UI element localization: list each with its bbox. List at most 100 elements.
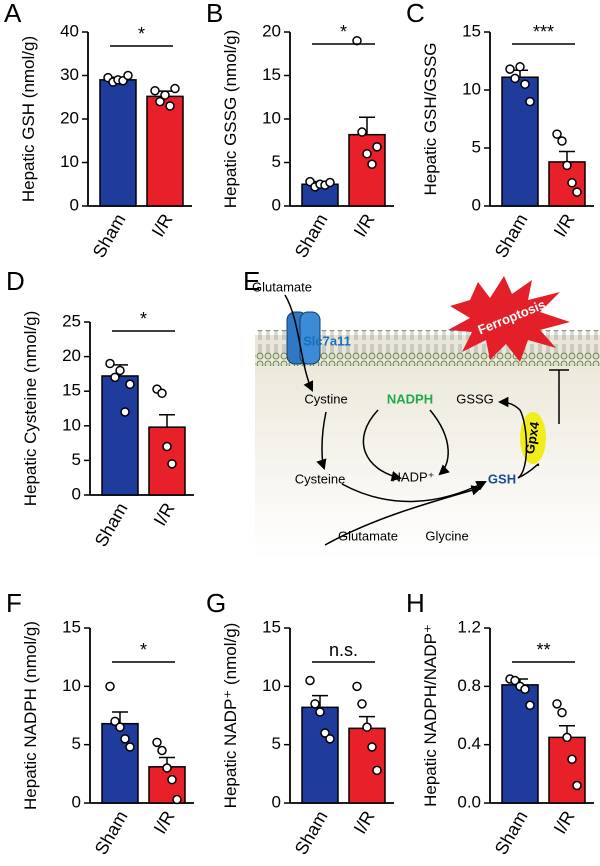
y-tick-label: 0 <box>472 195 481 214</box>
diagram-label: NADPH <box>387 391 433 406</box>
x-tick-label: I/R <box>150 807 179 837</box>
data-point <box>525 96 535 107</box>
data-point <box>562 160 572 171</box>
y-tick-label: 0 <box>72 484 81 503</box>
diagram-label: Glutamate <box>252 279 312 294</box>
data-point <box>572 780 582 791</box>
y-tick-label: 5 <box>72 734 81 753</box>
data-point <box>572 187 582 197</box>
diagram-label: Cystine <box>304 391 347 406</box>
y-tick-label: 0 <box>272 792 281 811</box>
x-tick-label: Sham <box>291 807 332 858</box>
y-axis-label: Hepatic NADPH/NADP⁺ <box>421 624 440 807</box>
data-point <box>357 699 367 709</box>
data-point <box>115 722 125 732</box>
data-point <box>515 62 525 72</box>
y-tick-label: 1.2 <box>457 617 481 636</box>
data-point <box>162 763 172 773</box>
data-point <box>510 73 520 84</box>
data-point <box>362 722 372 732</box>
data-point <box>162 441 172 452</box>
bar <box>348 727 386 804</box>
data-point <box>520 79 530 89</box>
diagram-label: GSH <box>488 471 516 486</box>
data-point <box>372 142 382 152</box>
error-bar <box>359 116 375 135</box>
bar-panel: H Hepatic NADPH/NADP⁺ 0.0 0.4 0.8 1.2 Sham I/R *… <box>406 588 594 858</box>
y-tick-label: 20 <box>60 108 79 127</box>
y-axis-label: Hepatic GSH (nmol/g) <box>19 36 38 202</box>
x-tick-label: I/R <box>350 210 379 240</box>
y-tick-label: 15 <box>62 381 81 400</box>
data-point <box>562 732 572 743</box>
panel-letter: B <box>206 0 223 28</box>
bar-panel: G Hepatic NADP⁺ (nmol/g) 0 5 10 15 Sham I/R n.s. <box>206 588 394 858</box>
data-point <box>150 85 160 96</box>
panel-letter: C <box>406 0 425 28</box>
data-point <box>165 101 175 111</box>
y-tick-label: 10 <box>262 108 281 127</box>
y-tick-label: 0 <box>272 195 281 214</box>
x-tick-label: I/R <box>350 807 379 837</box>
data-point <box>320 728 330 738</box>
x-tick-label: I/R <box>550 807 579 837</box>
y-tick-label: 5 <box>272 734 281 753</box>
data-point <box>510 675 520 686</box>
diagram-label: GSSG <box>456 391 494 406</box>
data-point <box>367 159 377 169</box>
bar <box>548 736 586 804</box>
bar <box>99 79 137 207</box>
x-tick-label: I/R <box>150 499 179 529</box>
y-tick-label: 0.0 <box>457 792 481 811</box>
diagram-label: Cysteine <box>295 471 346 486</box>
x-tick-label: Sham <box>291 210 332 261</box>
panel-letter: G <box>206 588 226 618</box>
data-point <box>325 734 335 744</box>
cytoplasm <box>255 335 600 560</box>
y-tick-label: 15 <box>462 21 481 40</box>
data-point <box>525 700 535 711</box>
diagram-label: NADP⁺ <box>392 469 435 484</box>
data-point <box>110 372 120 383</box>
data-point <box>115 365 125 376</box>
data-point <box>123 70 133 81</box>
data-point <box>125 742 135 752</box>
significance-label: n.s. <box>329 640 358 660</box>
x-tick-label: Sham <box>491 210 532 261</box>
significance-label: * <box>340 22 347 42</box>
data-point <box>552 129 562 139</box>
y-tick-label: 15 <box>262 65 281 84</box>
y-tick-label: 30 <box>60 65 79 84</box>
diagram-label: Slc7a11 <box>303 333 351 348</box>
data-point <box>305 675 315 686</box>
bar <box>146 95 184 207</box>
y-tick-label: 5 <box>72 450 81 469</box>
y-tick-label: 0 <box>70 195 79 214</box>
data-point <box>557 707 567 718</box>
error-bar <box>312 694 328 708</box>
x-tick-label: Sham <box>89 210 130 261</box>
diagram-label: Glycine <box>425 528 468 543</box>
panel-letter: A <box>4 0 22 28</box>
y-axis-label: Hepatic Cysteine (nmol/g) <box>21 311 40 507</box>
significance-label: * <box>140 309 147 329</box>
data-point <box>172 794 182 805</box>
error-bar <box>112 711 128 724</box>
panel-letter: D <box>6 266 25 296</box>
y-axis-label: Hepatic NADPH (nmol/g) <box>21 621 40 810</box>
data-point <box>567 178 577 188</box>
data-point <box>362 149 372 159</box>
data-point <box>310 699 320 709</box>
data-point <box>125 379 135 390</box>
bar <box>101 722 139 804</box>
y-tick-label: 10 <box>60 152 79 171</box>
bar-panel: F Hepatic NADPH (nmol/g) 0 5 10 15 Sham I/R * <box>6 588 194 858</box>
y-axis-label: Hepatic GSH/GSSG <box>421 42 440 195</box>
data-point <box>357 127 367 137</box>
y-tick-label: 10 <box>462 79 481 98</box>
ferroptosis-burst <box>448 276 570 362</box>
data-point <box>567 754 577 764</box>
y-tick-label: 20 <box>62 346 81 365</box>
y-tick-label: 0.8 <box>457 676 481 695</box>
